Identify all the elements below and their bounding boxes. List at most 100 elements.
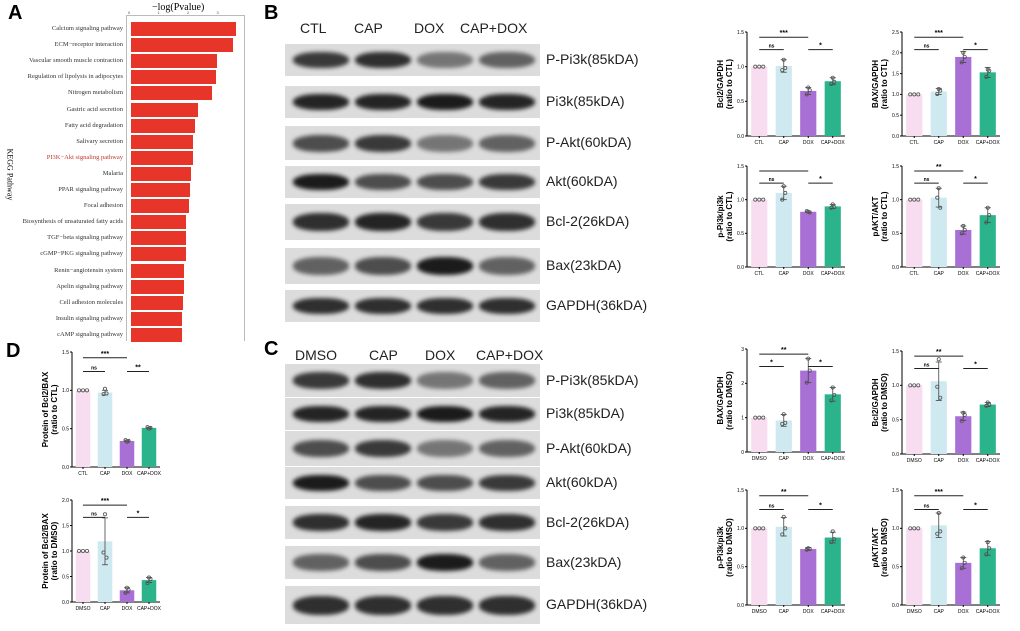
- bar-cap-dox: [979, 404, 996, 454]
- bar-cap: [930, 381, 947, 454]
- data-point: [985, 205, 990, 210]
- significance-label: ns: [924, 44, 930, 50]
- bar-dmso: [75, 551, 91, 602]
- kegg-bar: [131, 295, 184, 310]
- data-point: [935, 531, 940, 536]
- y-tick-label: 0.5: [62, 426, 69, 432]
- blot-band: [293, 475, 349, 491]
- data-point: [103, 386, 108, 391]
- x-tick-label: DOX: [803, 271, 815, 277]
- chart-c-bcl2-gapdh: 0.0 0.5 1.0 1.5 Bcl2/GAPDH (ratio to DMSO) DMS…: [871, 349, 1000, 464]
- y-axis-label: BAX/GAPDH: [716, 376, 725, 424]
- y-tick-label: 1.5: [62, 523, 69, 529]
- y-tick-label: 1.5: [892, 164, 899, 170]
- kegg-bar: [131, 134, 194, 149]
- data-point: [123, 590, 128, 595]
- blot-row-label: Bcl-2(26kDA): [546, 213, 630, 229]
- blot-row-label: Bax(23kDA): [546, 553, 622, 570]
- y-tick-label: 0.0: [892, 134, 899, 140]
- y-tick-label: 1.0: [62, 549, 69, 555]
- blot-band: [355, 475, 411, 491]
- significance-label: ***: [935, 30, 943, 37]
- lane-label: CAP: [369, 347, 398, 363]
- data-point: [987, 68, 992, 73]
- data-point: [761, 415, 766, 420]
- data-point: [959, 60, 964, 65]
- x-tick-label: DMSO: [907, 458, 922, 464]
- bar-cap-dox: [979, 215, 996, 267]
- bar-dmso: [751, 528, 768, 605]
- data-point: [938, 395, 943, 400]
- kegg-bar: [131, 263, 184, 278]
- data-point: [780, 197, 785, 202]
- data-point: [807, 88, 812, 93]
- data-point: [961, 555, 966, 560]
- significance-label: **: [135, 365, 141, 372]
- y-axis-label: (ratio to DMSO): [725, 371, 734, 430]
- bar-cap: [930, 91, 947, 136]
- blot-band: [355, 134, 411, 152]
- x-tick-label: CAP+DOX: [976, 271, 1001, 277]
- kegg-plot-frame: [126, 15, 245, 341]
- data-point: [761, 197, 766, 202]
- data-point: [938, 529, 943, 534]
- blot-band: [355, 174, 411, 190]
- data-point: [753, 197, 758, 202]
- data-point: [807, 547, 812, 552]
- chart-b-bax-gapdh: 0.0 0.5 1.0 1.5 2.0 2.5 BAX/GAPDH (ratio to CTL…: [871, 30, 1000, 146]
- data-point: [832, 205, 837, 210]
- kegg-bar: [131, 327, 182, 342]
- bar-ctl: [906, 94, 923, 136]
- significance-label: **: [781, 489, 787, 496]
- x-tick-label: CAP+DOX: [976, 609, 1001, 615]
- significance-label: *: [819, 360, 822, 367]
- bar-cap: [97, 392, 113, 467]
- bar-dox: [119, 590, 135, 602]
- significance-label: ns: [924, 177, 930, 183]
- kegg-tick-label: 2: [187, 10, 190, 15]
- blot-row-label: Akt(60kDA): [546, 474, 618, 490]
- x-tick-label: CAP+DOX: [821, 456, 846, 462]
- bar-dmso: [906, 528, 923, 605]
- chart-b-pakt-akt: 0.0 0.5 1.0 1.5 pAKT/AKT (ratio to CTL) CTL CAP…: [871, 164, 1001, 277]
- x-tick-label: CAP+DOX: [821, 140, 846, 146]
- data-point: [959, 566, 964, 571]
- y-axis-label: (ratio to DMSO): [880, 373, 889, 432]
- blot-band: [355, 298, 411, 314]
- kegg-category-label: Fatty acid degradation: [64, 121, 123, 129]
- data-point: [104, 391, 109, 396]
- y-axis-label: (ratio to DMSO): [50, 521, 59, 580]
- kegg-tick-label: 3: [216, 10, 219, 15]
- bar-dox: [955, 416, 972, 454]
- blot-band: [479, 174, 535, 190]
- data-point: [961, 50, 966, 55]
- data-point: [936, 357, 941, 362]
- x-tick-label: CAP: [934, 271, 945, 277]
- blot-band: [417, 554, 473, 571]
- blot-row: [285, 248, 540, 284]
- data-point: [77, 549, 82, 554]
- data-point: [829, 398, 834, 403]
- x-tick-label: DOX: [958, 609, 970, 615]
- blot-band: [293, 554, 349, 571]
- panel-label-c: C: [264, 338, 279, 360]
- bar-dox: [800, 549, 817, 605]
- data-point: [912, 383, 917, 388]
- x-tick-label: CAP+DOX: [821, 609, 846, 615]
- x-tick-label: DOX: [958, 140, 970, 146]
- lane-label: DOX: [414, 20, 445, 36]
- data-point: [987, 546, 992, 551]
- y-tick-label: 1.0: [737, 197, 744, 203]
- data-point: [908, 383, 913, 388]
- y-tick-label: 0.0: [892, 452, 899, 458]
- x-tick-label: DOX: [803, 609, 815, 615]
- kegg-category-label: Focal adhesion: [83, 202, 123, 210]
- data-point: [81, 549, 86, 554]
- data-point: [783, 190, 788, 195]
- data-point: [103, 512, 108, 517]
- y-tick-label: 1.5: [62, 350, 69, 356]
- data-point: [912, 197, 917, 202]
- panel-label-b: B: [264, 2, 279, 24]
- x-tick-label: CAP: [934, 609, 945, 615]
- kegg-bar: [131, 54, 218, 69]
